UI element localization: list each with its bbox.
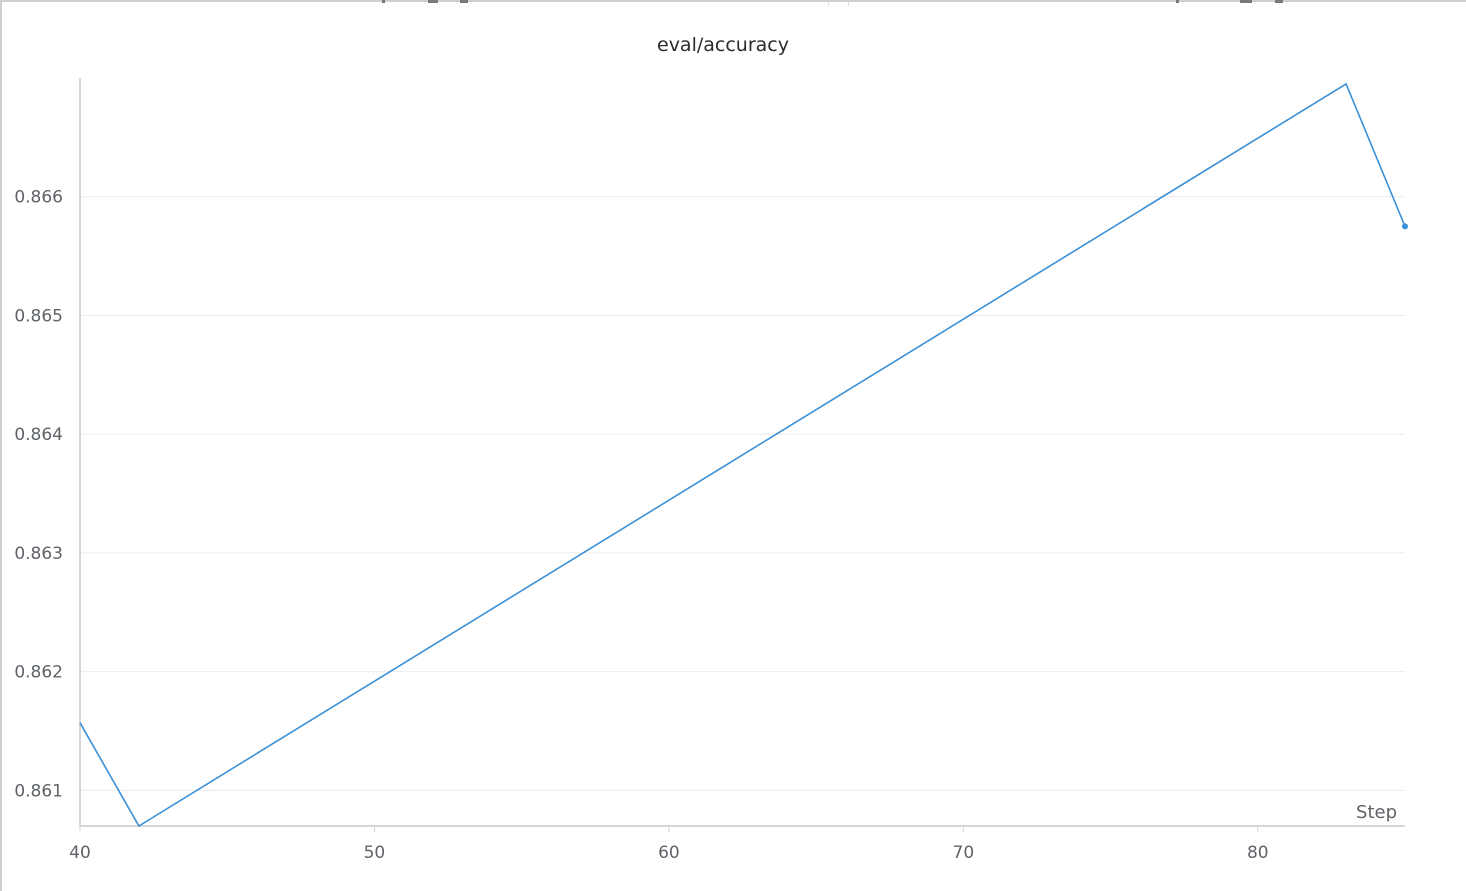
x-axis-label: Step [1356,802,1397,823]
x-tick-label: 60 [658,843,680,863]
adjacent-panel-edge [0,0,1466,6]
y-axis-ticks: 0.861 0.862 0.863 0.864 0.865 0.866 [14,188,63,802]
y-tick-label: 0.862 [14,663,63,683]
series-line[interactable] [79,83,1406,827]
axes [79,78,1405,827]
series-layer[interactable] [79,83,1408,827]
x-axis-ticks: 40 50 60 70 80 [69,826,1269,863]
x-tick-label: 40 [69,843,91,863]
y-tick-label: 0.863 [14,544,63,564]
data-point[interactable] [1402,223,1408,230]
y-tick-label: 0.866 [14,188,63,208]
grid-lines [80,196,1405,791]
y-tick-label: 0.865 [14,306,63,326]
chart-title: eval/accuracy [657,34,789,56]
x-tick-label: 50 [364,843,386,863]
y-tick-label: 0.864 [14,425,63,445]
y-tick-label: 0.861 [14,781,63,801]
x-tick-label: 80 [1247,843,1269,863]
x-tick-label: 70 [953,843,975,863]
